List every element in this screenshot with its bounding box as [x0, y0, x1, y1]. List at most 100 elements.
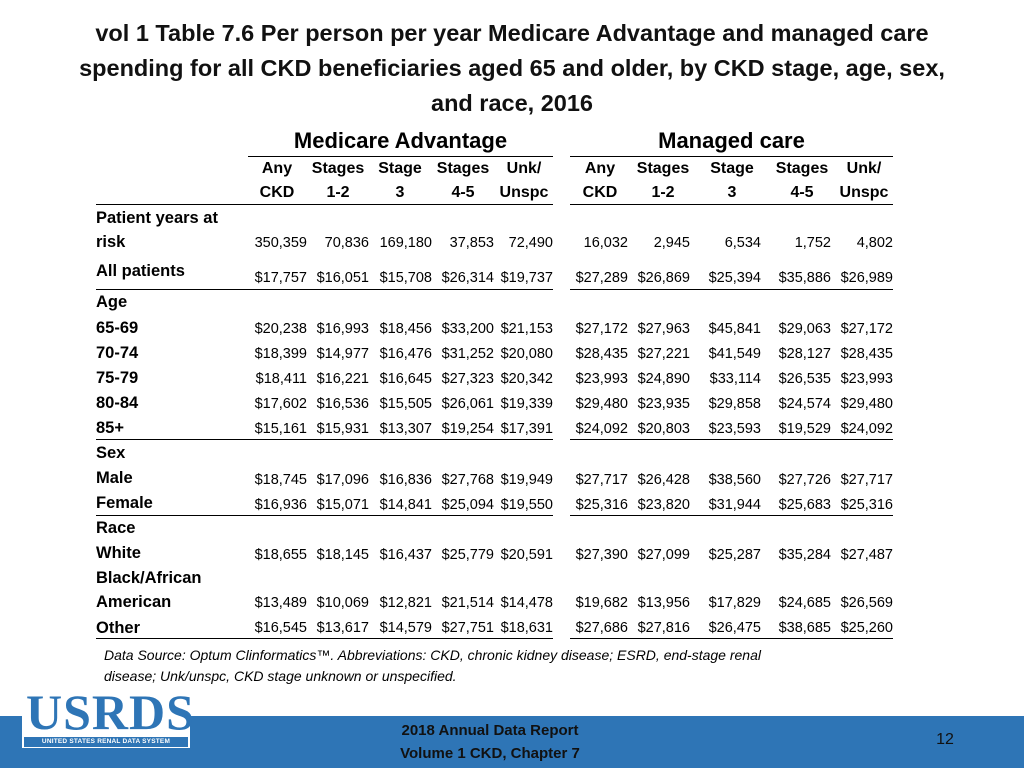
row-label: Sex — [96, 444, 126, 462]
table-cell: $27,172 — [575, 321, 628, 337]
table-cell: $25,260 — [840, 620, 893, 636]
table-cell: 70,836 — [324, 235, 369, 251]
table-cell: $17,829 — [708, 595, 761, 611]
table-cell: $26,061 — [441, 396, 494, 412]
column-header: Stages 4-5 — [775, 160, 829, 201]
table-cell: $20,238 — [254, 321, 307, 337]
table-cell: $26,314 — [441, 270, 494, 286]
table-cell: $25,779 — [441, 547, 494, 563]
table-cell: 16,032 — [583, 235, 628, 251]
table-cell: $15,931 — [316, 421, 369, 437]
table-cell: $21,153 — [500, 321, 553, 337]
page-title: vol 1 Table 7.6 Per person per year Medi… — [40, 16, 984, 121]
table-cell: $27,487 — [840, 547, 893, 563]
row-label: 80-84 — [96, 394, 139, 412]
table-cell: $16,476 — [379, 346, 432, 362]
table-cell: $27,221 — [637, 346, 690, 362]
row-label: Patient years at risk — [96, 209, 218, 251]
column-header: Stages 1-2 — [311, 160, 365, 201]
title-line-1: vol 1 Table 7.6 Per person per year Medi… — [95, 20, 929, 46]
table-cell: $14,977 — [316, 346, 369, 362]
table-cell: $23,993 — [840, 371, 893, 387]
table-cell: $29,858 — [708, 396, 761, 412]
table-cell: $27,323 — [441, 371, 494, 387]
row-separator — [96, 439, 553, 440]
group-header-medicare-advantage: Medicare Advantage — [293, 128, 508, 153]
table-cell: $16,936 — [254, 497, 307, 513]
table-cell: $14,841 — [379, 497, 432, 513]
row-label: All patients — [96, 262, 185, 280]
table-cell: $15,708 — [379, 270, 432, 286]
table-cell: 2,945 — [653, 235, 690, 251]
row-separator — [570, 439, 893, 440]
table-cell: $16,437 — [379, 547, 432, 563]
table-cell: $15,071 — [316, 497, 369, 513]
table-cell: $18,655 — [254, 547, 307, 563]
table-cell: $33,200 — [441, 321, 494, 337]
source-line-2: disease; Unk/unspc, CKD stage unknown or… — [104, 668, 457, 684]
row-label: Female — [96, 494, 153, 512]
table-cell: $17,602 — [254, 396, 307, 412]
table-cell: 4,802 — [856, 235, 893, 251]
table-cell: $18,399 — [254, 346, 307, 362]
column-header: Any CKD — [259, 160, 295, 201]
table-cell: $35,284 — [778, 547, 831, 563]
table-cell: $12,821 — [379, 595, 432, 611]
table-cell: $38,685 — [778, 620, 831, 636]
logo-subtitle: UNITED STATES RENAL DATA SYSTEM — [24, 737, 188, 747]
row-label: Other — [96, 619, 141, 637]
group-underline-ma — [248, 156, 553, 157]
table-cell: $17,096 — [316, 472, 369, 488]
table-cell: $25,394 — [708, 270, 761, 286]
table-cell: $28,127 — [778, 346, 831, 362]
table-cell: $18,631 — [500, 620, 553, 636]
table-cell: $19,254 — [441, 421, 494, 437]
row-label: Age — [96, 293, 128, 311]
table-cell: $14,478 — [500, 595, 553, 611]
table-cell: $31,944 — [708, 497, 761, 513]
row-label: 65-69 — [96, 319, 139, 337]
table-cell: $20,803 — [637, 421, 690, 437]
table-cell: $25,316 — [575, 497, 628, 513]
row-label: 70-74 — [96, 344, 139, 362]
data-source-note: Data Source: Optum Clinformatics™. Abbre… — [104, 645, 844, 687]
footer-line-1: 2018 Annual Data Report — [401, 722, 579, 739]
table-cell: $23,993 — [575, 371, 628, 387]
row-label: Race — [96, 519, 136, 537]
table-cell: $17,391 — [500, 421, 553, 437]
table-rule — [570, 204, 893, 205]
table-cell: $20,080 — [500, 346, 553, 362]
table-cell: $20,591 — [500, 547, 553, 563]
page-number: 12 — [936, 731, 954, 748]
table-cell: 37,853 — [449, 235, 494, 251]
table-cell: $23,935 — [637, 396, 690, 412]
group-underline-mc — [570, 156, 893, 157]
table-cell: $26,989 — [840, 270, 893, 286]
table-cell: $16,645 — [379, 371, 432, 387]
row-label: 75-79 — [96, 369, 139, 387]
footer-line-2: Volume 1 CKD, Chapter 7 — [400, 745, 580, 762]
source-line-1: Data Source: Optum Clinformatics™. Abbre… — [104, 647, 761, 663]
table-cell: $16,051 — [316, 270, 369, 286]
table-cell: $35,886 — [778, 270, 831, 286]
table-cell: $17,757 — [254, 270, 307, 286]
table-cell: 350,359 — [254, 235, 307, 251]
table-cell: $13,956 — [637, 595, 690, 611]
table-cell: $16,993 — [316, 321, 369, 337]
column-header: Stage 3 — [710, 160, 754, 201]
table-cell: $45,841 — [708, 321, 761, 337]
table-cell: $26,475 — [708, 620, 761, 636]
table-cell: $27,717 — [840, 472, 893, 488]
row-separator — [570, 289, 893, 290]
column-header: Unk/ Unspc — [499, 160, 549, 201]
table-cell: $23,820 — [637, 497, 690, 513]
table-cell: $10,069 — [316, 595, 369, 611]
table-cell: $25,094 — [441, 497, 494, 513]
row-separator — [96, 515, 553, 516]
table-cell: $13,489 — [254, 595, 307, 611]
table-cell: $18,745 — [254, 472, 307, 488]
table-cell: 6,534 — [724, 235, 761, 251]
table-cell: $27,717 — [575, 472, 628, 488]
table-cell: $27,768 — [441, 472, 494, 488]
table-cell: $14,579 — [379, 620, 432, 636]
